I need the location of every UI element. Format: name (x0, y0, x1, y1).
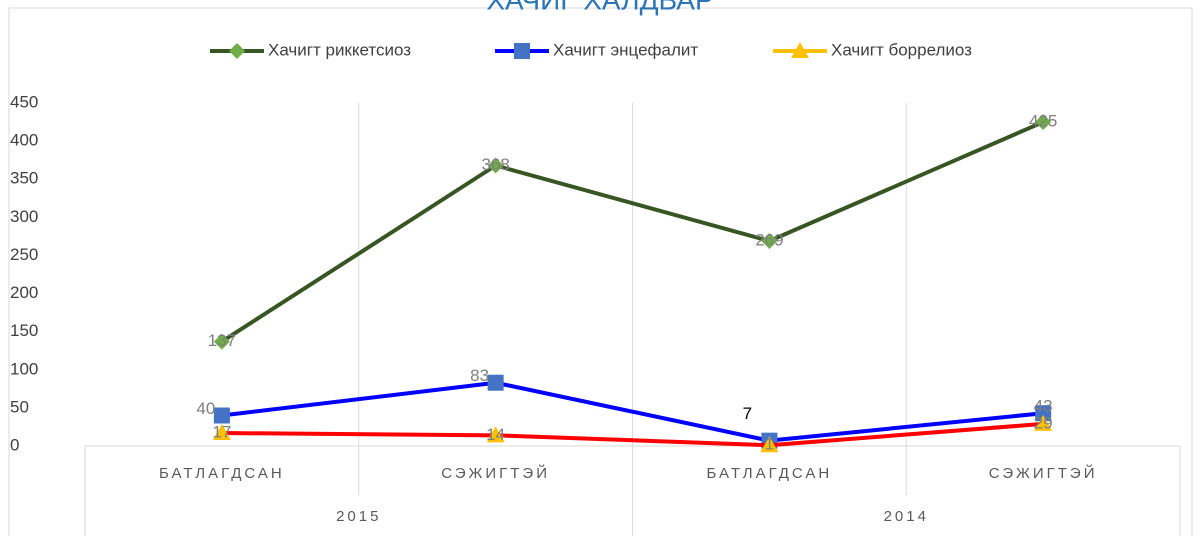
legend-label: Хачигт энцефалит (553, 40, 698, 59)
series-line (221, 380, 1044, 443)
group-label: 2014 (884, 508, 929, 525)
point (486, 426, 505, 443)
y-tick-label: 350 (10, 169, 38, 188)
legend-label: Хачигт риккетсиоз (268, 40, 411, 59)
x-tick-label: СЭЖИГТЭЙ (441, 464, 550, 482)
legend-marker (514, 43, 530, 59)
point (487, 157, 504, 174)
series-line (220, 120, 1044, 344)
data-label: 7 (743, 404, 752, 423)
data-label: 269 (755, 230, 783, 249)
y-tick-label: 250 (10, 245, 38, 264)
point (1034, 414, 1053, 431)
series-line (221, 421, 1044, 448)
data-label: 368 (481, 155, 509, 174)
y-tick-label: 150 (10, 321, 38, 340)
y-tick-label: 450 (10, 92, 38, 111)
x-tick-label: БАТЛАГДСАН (159, 465, 285, 482)
data-label: 137 (208, 331, 236, 350)
y-tick-label: 200 (10, 283, 38, 302)
data-label: 1 (765, 435, 774, 454)
data-label: 83 (470, 366, 489, 385)
point (213, 407, 230, 424)
point (487, 374, 504, 391)
x-tick-label: СЭЖИГТЭЙ (989, 464, 1098, 482)
y-tick-label: 100 (10, 359, 38, 378)
y-tick-label: 50 (10, 397, 29, 416)
chart-border (8, 7, 1193, 536)
data-label: 43 (1034, 397, 1053, 416)
group-label: 2015 (336, 508, 381, 525)
data-label: 14 (486, 425, 505, 444)
legend-marker (229, 43, 245, 59)
point (761, 232, 778, 249)
y-tick-label: 0 (10, 435, 19, 454)
point (1035, 405, 1052, 422)
y-tick-label: 400 (10, 131, 38, 150)
point (213, 333, 230, 350)
y-tick-label: 300 (10, 207, 38, 226)
data-label: 40 (196, 399, 215, 418)
chart-title: ХАЧИГ ХАЛДВАР (486, 0, 713, 15)
point (1035, 114, 1052, 131)
legend-label: Хачигт боррелиоз (831, 40, 972, 59)
data-label: 425 (1029, 112, 1057, 131)
legend-marker (791, 42, 809, 58)
data-label: 17 (212, 423, 231, 442)
x-tick-label: БАТЛАГДСАН (707, 465, 833, 482)
point (760, 436, 779, 453)
point (212, 424, 231, 441)
data-label: 29 (1034, 413, 1053, 432)
